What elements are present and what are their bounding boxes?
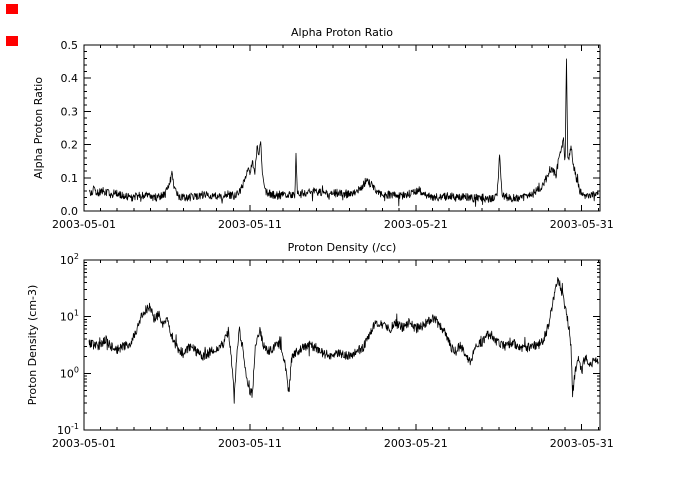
- axes: [83, 44, 601, 212]
- x-tick-label: 2003-05-01: [52, 218, 116, 231]
- x-tick-label: 2003-05-11: [218, 437, 282, 450]
- tick-labels: 2003-05-01 2003-05-11 2003-05-21 2003-05-31…: [52, 39, 614, 231]
- y-tick-label: 0.1: [61, 172, 79, 185]
- tick-labels: 2003-05-01 2003-05-11 2003-05-21 2003-05-31…: [52, 252, 614, 450]
- y-tick-label: 101: [60, 309, 79, 324]
- y-axis-title: Proton Density (cm-3): [26, 285, 39, 406]
- alpha-proton-ratio-chart: Alpha Proton Ratio Alpha Proton Ratio 20…: [32, 26, 614, 231]
- x-tick-label: 2003-05-31: [550, 437, 614, 450]
- red-marker-2: [6, 36, 18, 46]
- y-tick-label: 0.2: [61, 139, 79, 152]
- trace-alpha-proton-ratio: [88, 58, 599, 207]
- chart-title: Alpha Proton Ratio: [291, 26, 393, 39]
- x-tick-label: 2003-05-01: [52, 437, 116, 450]
- trace-proton-density: [88, 277, 599, 404]
- y-tick-label: 10-1: [57, 422, 79, 437]
- y-tick-label: 0.3: [61, 105, 79, 118]
- axes: [83, 259, 601, 431]
- chart-title: Proton Density (/cc): [288, 241, 397, 254]
- y-tick-label: 0.0: [61, 205, 79, 218]
- x-tick-label: 2003-05-21: [384, 218, 448, 231]
- x-tick-label: 2003-05-31: [550, 218, 614, 231]
- y-tick-label: 0.5: [61, 39, 79, 52]
- data-series: [88, 277, 599, 404]
- red-marker-1: [6, 4, 18, 14]
- x-tick-label: 2003-05-11: [218, 218, 282, 231]
- y-tick-label: 0.4: [61, 72, 79, 85]
- y-tick-label: 102: [60, 252, 79, 267]
- proton-density-chart: Proton Density (/cc) Proton Density (cm-…: [26, 241, 614, 450]
- y-axis-title: Alpha Proton Ratio: [32, 77, 45, 179]
- y-tick-label: 100: [60, 365, 79, 380]
- x-tick-label: 2003-05-21: [384, 437, 448, 450]
- data-series: [88, 58, 599, 207]
